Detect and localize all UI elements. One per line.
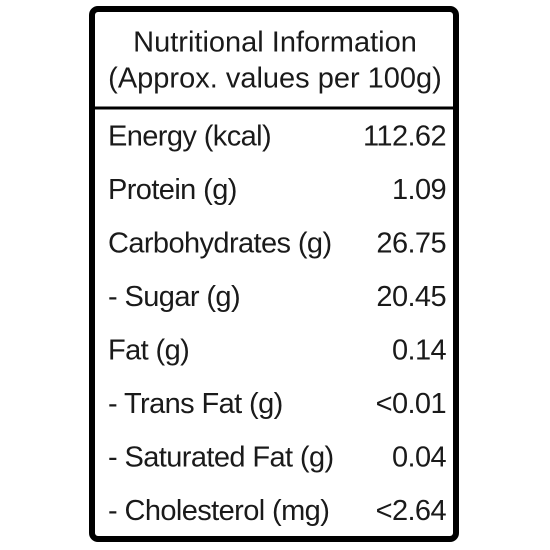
nutrient-value: 0.04 [392, 442, 447, 474]
nutrient-name: Carbohydrates (g) [108, 228, 332, 260]
nutrient-value: 0.14 [392, 335, 447, 367]
nutrient-value: 26.75 [376, 228, 446, 260]
nutrient-table: Energy (kcal) 112.62 Protein (g) 1.09 Carboh… [108, 121, 447, 528]
nutrient-name: - Trans Fat (g) [108, 388, 283, 420]
nutrient-name: Protein (g) [108, 174, 237, 206]
nutrient-value: 20.45 [376, 281, 446, 313]
nutrient-value: 112.62 [363, 121, 446, 153]
nutrient-value: <0.01 [376, 388, 446, 420]
nutrient-name: - Sugar (g) [108, 281, 240, 313]
nutrient-value: 1.09 [392, 174, 446, 206]
nutrient-name: Fat (g) [108, 335, 189, 367]
nutrient-value: <2.64 [376, 495, 447, 527]
nutrient-name: - Cholesterol (mg) [108, 495, 329, 527]
nutrient-name: Energy (kcal) [108, 121, 271, 153]
nutrient-name: - Saturated Fat (g) [108, 442, 334, 474]
label-border [89, 6, 459, 542]
subtitle: (Approx. values per 100g) [108, 63, 442, 95]
title: Nutritional Information [133, 27, 417, 59]
